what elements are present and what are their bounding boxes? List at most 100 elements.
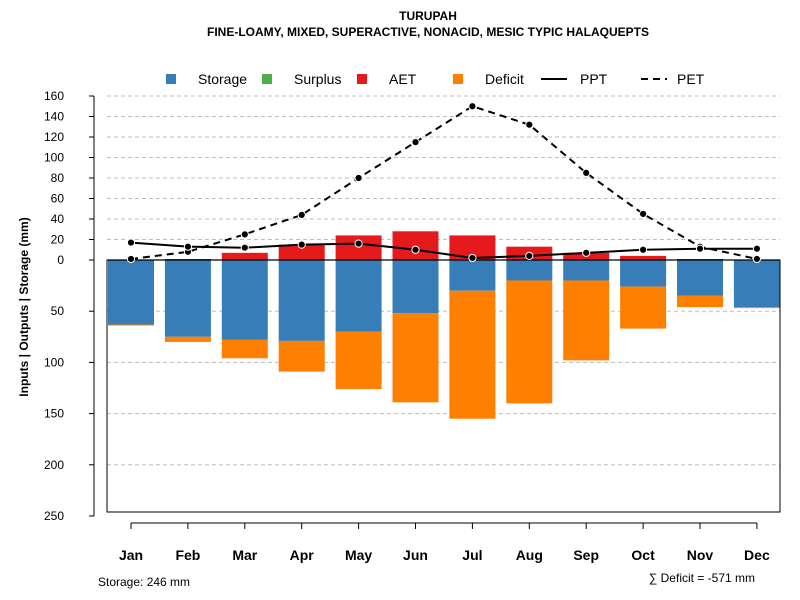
x-tick-label: Aug — [516, 547, 543, 563]
ppt-point — [183, 242, 192, 251]
pet-line — [130, 105, 758, 260]
deficit-bar — [620, 286, 667, 329]
deficit-bar — [677, 295, 723, 308]
deficit-bar — [392, 313, 439, 403]
deficit-bar — [108, 324, 154, 326]
ppt-line — [130, 241, 757, 259]
y-tick-label: 0 — [57, 253, 64, 267]
pet-point — [639, 209, 648, 218]
x-axis: Jan Feb Mar Apr May Jun Jul Aug Sep Oct Nov Dec — [119, 522, 770, 563]
ppt-point — [354, 239, 363, 248]
storage-bar — [108, 260, 154, 325]
x-tick-label: Sep — [573, 547, 599, 563]
ppt-point — [126, 238, 136, 247]
pet-point — [468, 102, 477, 111]
y-tick-label: 250 — [44, 509, 64, 523]
storage-bar — [278, 260, 325, 341]
x-tick-label: Oct — [631, 547, 655, 563]
storage-bar — [677, 260, 723, 296]
legend-swatch — [357, 74, 367, 84]
chart-title: TURUPAH — [399, 9, 457, 23]
x-tick-label: May — [345, 547, 372, 563]
pet-point — [354, 173, 363, 183]
storage-bar — [449, 260, 496, 291]
ppt-point — [297, 240, 306, 249]
y-tick-label: 100 — [44, 151, 64, 165]
deficit-bar — [335, 331, 382, 390]
y-axis: 0 20 40 60 80 100 120 140 160 50 100 150 200 250 — [44, 89, 95, 523]
storage-bar — [221, 260, 268, 340]
y-tick-label: 160 — [44, 89, 64, 103]
legend-swatch — [453, 74, 463, 84]
ppt-point — [639, 245, 648, 254]
ppt-point — [525, 251, 534, 260]
y-tick-label: 60 — [51, 192, 65, 206]
storage-bar — [392, 260, 439, 314]
deficit-bar — [278, 340, 325, 372]
legend: Storage Surplus AET Deficit PPT PET — [166, 71, 705, 87]
y-tick-label: 100 — [44, 355, 64, 369]
ppt-point — [411, 245, 420, 254]
storage-total: Storage: 246 mm — [98, 575, 190, 589]
y-tick-label: 50 — [51, 304, 65, 318]
x-tick-label: Jul — [462, 547, 482, 563]
y-tick-label: 200 — [44, 458, 64, 472]
pet-point — [297, 210, 306, 219]
ppt-point — [582, 248, 591, 257]
pet-point — [752, 254, 762, 264]
ppt-point — [695, 244, 705, 253]
y-tick-label: 40 — [51, 212, 65, 226]
deficit-bar — [164, 336, 211, 342]
storage-bar — [620, 260, 667, 287]
storage-bar — [506, 260, 553, 281]
legend-label: Storage — [198, 71, 247, 87]
deficit-bar — [449, 290, 496, 419]
y-tick-label: 140 — [44, 110, 64, 124]
aet-bar — [278, 244, 325, 260]
aet-bar — [392, 231, 439, 260]
ppt-point — [240, 243, 249, 252]
x-tick-label: Dec — [744, 547, 770, 563]
y-axis-label: Inputs | Outputs | Storage (mm) — [17, 217, 31, 396]
legend-label: PPT — [580, 71, 608, 87]
pet-point — [525, 120, 534, 129]
legend-label: Deficit — [485, 71, 524, 87]
y-tick-label: 150 — [44, 407, 64, 421]
grid-lines — [107, 95, 780, 466]
deficit-bar — [221, 339, 268, 359]
storage-bar — [335, 260, 382, 332]
x-tick-label: Jan — [119, 547, 143, 563]
chart-subtitle: FINE-LOAMY, MIXED, SUPERACTIVE, NONACID,… — [207, 25, 649, 39]
bars — [108, 231, 780, 419]
x-tick-label: Nov — [687, 547, 714, 563]
pet-point — [582, 168, 591, 177]
storage-bar — [733, 260, 780, 308]
y-tick-label: 80 — [51, 171, 65, 185]
ppt-point — [752, 244, 762, 253]
pet-point — [126, 254, 136, 264]
aet-bar — [221, 252, 268, 260]
deficit-total: ∑ Deficit = -571 mm — [649, 571, 755, 585]
pet-point — [240, 230, 249, 239]
deficit-bar — [506, 280, 553, 404]
aet-bar — [620, 255, 667, 260]
plot-frame — [106, 259, 781, 513]
x-tick-label: Feb — [175, 547, 200, 563]
ppt-point — [468, 253, 477, 263]
legend-swatch — [262, 74, 272, 84]
legend-label: AET — [389, 71, 417, 87]
storage-bar — [563, 260, 610, 281]
legend-label: PET — [677, 71, 705, 87]
y-tick-label: 20 — [51, 233, 65, 247]
x-tick-label: Apr — [290, 547, 315, 563]
x-tick-label: Jun — [403, 547, 428, 563]
storage-bar — [164, 260, 211, 337]
x-tick-label: Mar — [232, 547, 257, 563]
legend-label: Surplus — [294, 71, 341, 87]
y-tick-label: 120 — [44, 130, 64, 144]
deficit-bar — [733, 307, 780, 309]
series-lines — [126, 102, 762, 264]
legend-swatch — [166, 74, 176, 84]
deficit-bar — [563, 280, 610, 361]
